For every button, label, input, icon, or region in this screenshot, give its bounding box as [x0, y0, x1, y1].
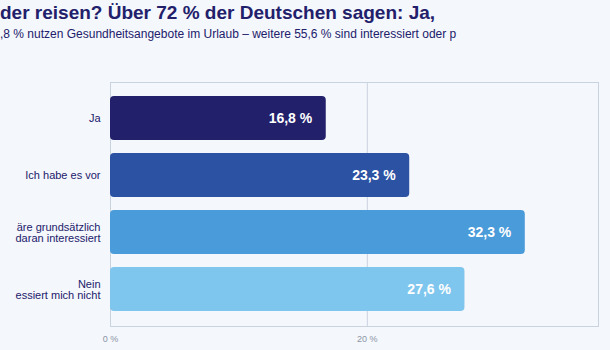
svg-text:20 %: 20 %: [357, 334, 378, 344]
svg-text:Neinessiert mich nicht: Neinessiert mich nicht: [16, 278, 101, 301]
svg-text:Ich habe es vor: Ich habe es vor: [25, 169, 101, 181]
svg-text:äre grundsätzlichdaran interes: äre grundsätzlichdaran interessiert: [16, 221, 101, 244]
html-text:der reisen? Über 72 % der Deut: der reisen? Über 72 % der Deutschen sage…: [0, 2, 436, 23]
svg-text:32,3 %: 32,3 %: [468, 224, 512, 240]
svg-text:0 %: 0 %: [103, 334, 119, 344]
svg-text:Ja: Ja: [89, 112, 102, 124]
svg-text:23,3 %: 23,3 %: [352, 167, 396, 183]
svg-text:27,6 %: 27,6 %: [407, 281, 451, 297]
html-text:,8 % nutzen Gesundheitsangebot: ,8 % nutzen Gesundheitsangebote im Urlau…: [0, 27, 457, 41]
svg-text:16,8 %: 16,8 %: [269, 110, 313, 126]
